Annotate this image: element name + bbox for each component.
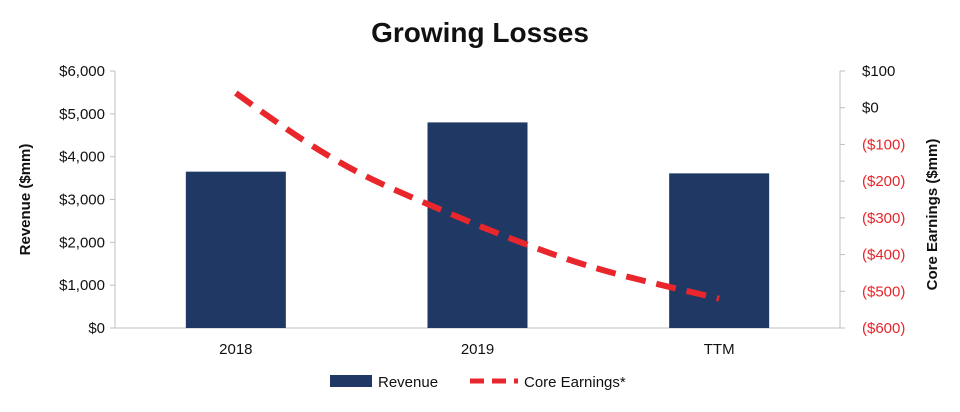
x-tick-label: 2019 [461,341,494,358]
right-tick-label: ($500) [862,283,905,300]
revenue-bar [185,171,286,328]
x-tick-label: TTM [704,341,735,358]
legend-revenue-label: Revenue [378,374,438,391]
right-tick-label: ($200) [862,173,905,190]
legend-core-earnings-label: Core Earnings* [524,374,626,391]
right-tick-label: ($100) [862,136,905,153]
right-tick-label: $0 [862,100,879,117]
revenue-bars [185,122,770,329]
right-tick-label: ($600) [862,320,905,337]
right-tick-label: $100 [862,63,895,80]
chart-title: Growing Losses [371,17,589,48]
right-axis-title: Core Earnings ($mm) [924,139,941,291]
left-tick-label: $1,000 [59,277,105,294]
legend-revenue-swatch [330,375,372,387]
left-tick-label: $2,000 [59,234,105,251]
left-tick-label: $5,000 [59,106,105,123]
left-axis-title: Revenue ($mm) [17,144,34,256]
left-tick-label: $0 [88,320,105,337]
core-earnings-line [234,90,720,302]
left-tick-label: $3,000 [59,192,105,209]
revenue-bar [669,173,770,328]
legend: Revenue Core Earnings* [330,374,626,391]
axes: $0 $1,000 $2,000 $3,000 $4,000 $5,000 $6,000 $1… [17,63,941,358]
x-tick-label: 2018 [219,341,252,358]
left-tick-label: $6,000 [59,63,105,80]
right-tick-label: ($400) [862,247,905,264]
core-earnings-path [234,90,720,302]
right-tick-label: ($300) [862,210,905,227]
left-tick-label: $4,000 [59,149,105,166]
